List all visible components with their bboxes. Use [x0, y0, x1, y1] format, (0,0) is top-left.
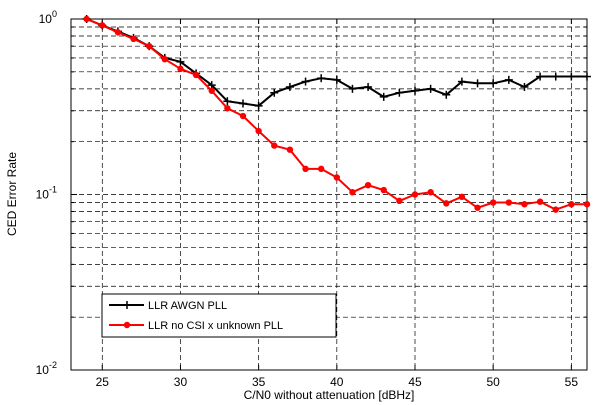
x-tick-label: 50	[487, 375, 501, 389]
data-point	[427, 189, 434, 196]
data-point-plus	[317, 74, 326, 83]
data-point	[114, 29, 122, 36]
data-point-plus	[301, 77, 310, 86]
data-point	[286, 146, 294, 153]
x-tick-label: 30	[174, 375, 188, 389]
data-point	[396, 197, 403, 205]
data-point-plus	[348, 84, 357, 93]
data-point-plus	[285, 82, 294, 91]
data-point	[583, 201, 591, 208]
data-point	[411, 191, 419, 198]
series	[82, 15, 591, 213]
data-point-plus	[567, 72, 576, 81]
data-point	[161, 56, 169, 63]
data-point	[568, 201, 575, 208]
data-point-plus	[411, 86, 419, 95]
data-point-plus	[473, 79, 482, 88]
data-point-plus	[176, 57, 185, 66]
data-point-plus	[379, 92, 388, 101]
legend: LLR AWGN PLL LLR no CSI x unknown PLL	[101, 293, 337, 338]
data-point-plus	[270, 88, 279, 97]
data-point	[192, 71, 200, 79]
data-point	[317, 165, 325, 173]
data-point	[443, 200, 450, 207]
x-tick-label: 40	[330, 375, 344, 389]
data-point-plus	[332, 75, 341, 84]
y-tick-label: 10-2	[36, 360, 57, 377]
data-point-plus	[364, 82, 373, 91]
data-point	[83, 15, 90, 23]
data-point	[458, 193, 466, 201]
data-point	[255, 127, 262, 135]
legend-box	[101, 293, 337, 338]
data-point	[489, 199, 497, 206]
data-point	[536, 198, 544, 205]
data-point-plus	[489, 79, 498, 88]
data-point-plus	[551, 72, 560, 81]
data-point	[380, 186, 387, 194]
y-tick-label: 10-1	[36, 185, 57, 202]
y-axis-label: CED Error Rate	[5, 152, 19, 236]
data-point	[177, 65, 184, 73]
legend-marker-awgn	[123, 301, 131, 309]
data-point	[224, 105, 231, 112]
data-point-plus	[239, 99, 247, 108]
data-point-plus	[395, 88, 404, 97]
data-point	[130, 35, 137, 43]
data-point	[99, 22, 106, 29]
data-point	[364, 181, 372, 189]
data-point-plus	[504, 75, 513, 84]
data-point	[505, 199, 513, 206]
data-point-plus	[583, 72, 591, 81]
data-point	[521, 201, 528, 208]
series-awgn	[82, 15, 591, 110]
x-tick-label: 35	[252, 375, 266, 389]
data-point	[145, 42, 153, 50]
data-point-plus	[223, 97, 232, 106]
data-point	[208, 87, 215, 94]
data-point	[239, 112, 247, 120]
x-axis-label: C/N0 without attenuation [dBHz]	[244, 388, 415, 402]
x-tick-label: 55	[565, 375, 579, 389]
data-point-plus	[536, 72, 545, 81]
legend-label-awgn: LLR AWGN PLL	[148, 300, 227, 312]
data-point	[271, 142, 278, 149]
data-point	[333, 174, 341, 181]
data-point	[552, 206, 559, 213]
x-tick-label: 25	[96, 375, 110, 389]
data-point	[349, 189, 356, 196]
legend-label-nocsi: LLR no CSI x unknown PLL	[148, 320, 283, 332]
data-point-plus	[254, 101, 263, 110]
data-point-plus	[442, 90, 451, 99]
legend-marker-nocsi	[123, 321, 131, 329]
data-point-plus	[520, 82, 529, 91]
series-nocsi	[83, 15, 591, 213]
data-point-plus	[457, 77, 466, 86]
y-tick-label: 100	[39, 9, 57, 26]
data-point	[474, 204, 481, 211]
data-point-plus	[426, 84, 435, 93]
data-point	[302, 165, 309, 173]
axis-ticks: 25 30 35 40 45 50 55 100 10-1 10-2	[36, 9, 587, 389]
x-tick-label: 45	[408, 375, 422, 389]
